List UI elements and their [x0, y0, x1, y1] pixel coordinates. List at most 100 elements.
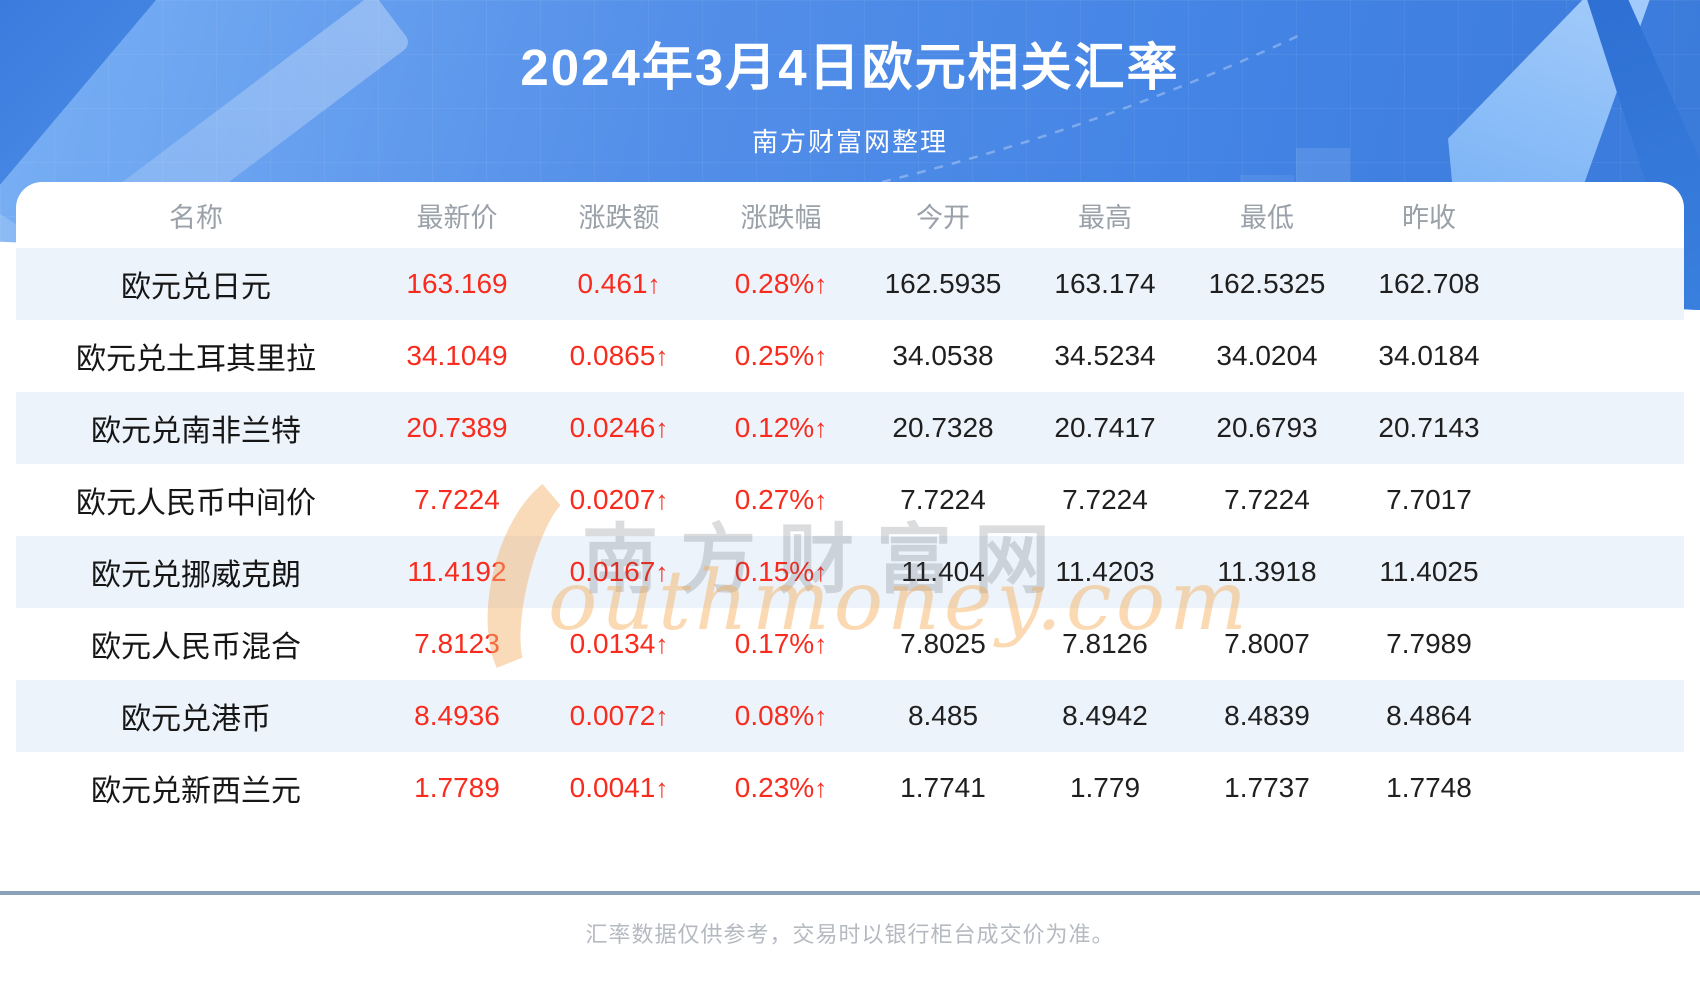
- column-header-3: 涨跌幅: [740, 202, 822, 233]
- up-arrow-icon: ↑: [814, 773, 828, 803]
- row-spacer: [1510, 320, 1684, 392]
- column-header-4: 今开: [916, 202, 970, 233]
- pair-name: 欧元兑日元: [121, 271, 271, 304]
- up-arrow-icon: ↑: [814, 269, 828, 299]
- latest-price: 7.8123: [414, 628, 500, 659]
- row-spacer: [1510, 680, 1684, 752]
- latest-price: 11.4192: [407, 556, 507, 587]
- latest-price: 34.1049: [406, 340, 508, 371]
- open-price: 1.7741: [900, 772, 986, 803]
- page-title: 2024年3月4日欧元相关汇率: [520, 39, 1180, 96]
- column-header-1: 最新价: [416, 202, 498, 233]
- row-spacer: [1510, 464, 1684, 536]
- prev-close-price: 34.0184: [1378, 340, 1480, 371]
- pair-name: 欧元人民币混合: [91, 631, 301, 664]
- page-subtitle: 南方财富网整理: [751, 127, 948, 157]
- latest-price: 8.4936: [414, 700, 500, 731]
- row-spacer: [1510, 536, 1684, 608]
- change-percent: 0.12%↑: [734, 412, 828, 443]
- change-amount: 0.0072↑: [569, 700, 669, 731]
- row-spacer: [1510, 392, 1684, 464]
- low-price: 7.8007: [1224, 628, 1310, 659]
- high-price: 8.4942: [1062, 700, 1148, 731]
- high-price: 1.779: [1069, 772, 1141, 803]
- open-price: 8.485: [907, 700, 979, 731]
- latest-price: 7.7224: [414, 484, 500, 515]
- latest-price: 20.7389: [406, 412, 508, 443]
- low-price: 8.4839: [1224, 700, 1310, 731]
- change-amount: 0.0167↑: [569, 556, 669, 587]
- footer-divider: [0, 891, 1700, 895]
- table-header: 名称 最新价 涨跌额 涨跌幅 今开 最高 最低 昨收: [16, 182, 1684, 248]
- open-price: 162.5935: [884, 268, 1002, 299]
- up-arrow-icon: ↑: [647, 269, 661, 299]
- rate-row: 欧元兑南非兰特 20.7389 0.0246↑ 0.12%↑ 20.7328 20.741…: [16, 392, 1684, 464]
- change-percent: 0.28%↑: [734, 268, 828, 299]
- low-price: 20.6793: [1216, 412, 1318, 443]
- up-arrow-icon: ↑: [814, 701, 828, 731]
- rate-row: 欧元兑挪威克朗 11.4192 0.0167↑ 0.15%↑ 11.404 11.4203…: [16, 536, 1684, 608]
- rate-row: 欧元兑新西兰元 1.7789 0.0041↑ 0.23%↑ 1.7741 1.779 1.7…: [16, 752, 1684, 824]
- pair-name: 欧元人民币中间价: [76, 487, 316, 520]
- low-price: 162.5325: [1208, 268, 1326, 299]
- high-price: 11.4203: [1055, 556, 1155, 587]
- prev-close-price: 20.7143: [1378, 412, 1480, 443]
- high-price: 7.8126: [1062, 628, 1148, 659]
- change-amount: 0.0041↑: [569, 772, 669, 803]
- up-arrow-icon: ↑: [814, 557, 828, 587]
- prev-close-price: 11.4025: [1379, 556, 1479, 587]
- footer-disclaimer: 汇率数据仅供参考，交易时以银行柜台成交价为准。: [585, 922, 1115, 947]
- table-header-row: 名称 最新价 涨跌额 涨跌幅 今开 最高 最低 昨收: [16, 182, 1684, 248]
- high-price: 7.7224: [1062, 484, 1148, 515]
- change-percent: 0.23%↑: [734, 772, 828, 803]
- pair-name: 欧元兑土耳其里拉: [76, 343, 316, 376]
- up-arrow-icon: ↑: [655, 701, 669, 731]
- high-price: 34.5234: [1054, 340, 1156, 371]
- up-arrow-icon: ↑: [814, 485, 828, 515]
- open-price: 11.404: [901, 556, 985, 587]
- latest-price: 1.7789: [414, 772, 500, 803]
- open-price: 7.8025: [900, 628, 986, 659]
- pair-name: 欧元兑挪威克朗: [91, 559, 301, 592]
- up-arrow-icon: ↑: [655, 773, 669, 803]
- latest-price: 163.169: [406, 268, 508, 299]
- open-price: 34.0538: [892, 340, 994, 371]
- up-arrow-icon: ↑: [655, 629, 669, 659]
- change-percent: 0.17%↑: [734, 628, 828, 659]
- change-amount: 0.0246↑: [569, 412, 669, 443]
- prev-close-price: 7.7017: [1386, 484, 1472, 515]
- pair-name: 欧元兑港币: [121, 703, 271, 736]
- up-arrow-icon: ↑: [655, 413, 669, 443]
- pair-name: 欧元兑南非兰特: [91, 415, 301, 448]
- column-header-6: 最低: [1240, 202, 1294, 233]
- prev-close-price: 7.7989: [1386, 628, 1472, 659]
- high-price: 163.174: [1054, 268, 1156, 299]
- column-header-7: 昨收: [1402, 202, 1456, 233]
- row-spacer: [1510, 752, 1684, 824]
- up-arrow-icon: ↑: [655, 485, 669, 515]
- low-price: 7.7224: [1224, 484, 1310, 515]
- rate-row: 欧元人民币混合 7.8123 0.0134↑ 0.17%↑ 7.8025 7.8126 7.…: [16, 608, 1684, 680]
- up-arrow-icon: ↑: [655, 341, 669, 371]
- low-price: 11.3918: [1217, 556, 1317, 587]
- low-price: 34.0204: [1216, 340, 1318, 371]
- row-spacer: [1510, 248, 1684, 320]
- low-price: 1.7737: [1224, 772, 1310, 803]
- prev-close-price: 162.708: [1378, 268, 1480, 299]
- rate-row: 欧元兑日元 163.169 0.461↑ 0.28%↑ 162.5935 163.174 1…: [16, 248, 1684, 320]
- rate-row: 欧元兑土耳其里拉 34.1049 0.0865↑ 0.25%↑ 34.0538 34.52…: [16, 320, 1684, 392]
- pair-name: 欧元兑新西兰元: [91, 775, 301, 808]
- open-price: 20.7328: [892, 412, 994, 443]
- column-header-0: 名称: [169, 202, 223, 233]
- up-arrow-icon: ↑: [814, 341, 828, 371]
- up-arrow-icon: ↑: [655, 557, 669, 587]
- rate-row: 欧元兑港币 8.4936 0.0072↑ 0.08%↑ 8.485 8.4942 8.483…: [16, 680, 1684, 752]
- row-spacer: [1510, 608, 1684, 680]
- up-arrow-icon: ↑: [814, 413, 828, 443]
- open-price: 7.7224: [900, 484, 986, 515]
- change-amount: 0.0134↑: [569, 628, 669, 659]
- change-percent: 0.15%↑: [734, 556, 828, 587]
- change-percent: 0.08%↑: [734, 700, 828, 731]
- prev-close-price: 1.7748: [1386, 772, 1472, 803]
- column-header-2: 涨跌额: [578, 202, 660, 233]
